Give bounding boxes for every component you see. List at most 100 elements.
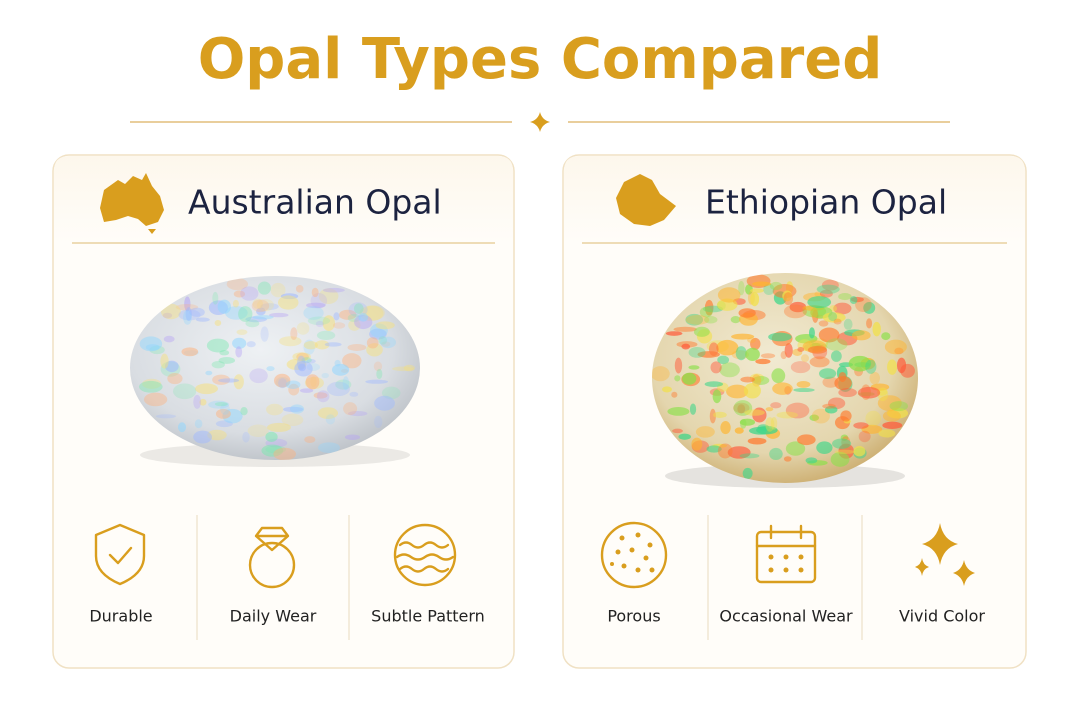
opal-fire xyxy=(206,338,230,353)
opal-fire xyxy=(266,403,284,416)
porous-icon xyxy=(600,521,668,589)
opal-fire xyxy=(834,449,856,455)
opal-fire xyxy=(884,339,907,355)
opal-fire xyxy=(822,312,846,323)
opal-fire xyxy=(765,407,774,412)
opal-fire xyxy=(682,372,697,385)
opal-fire xyxy=(321,372,329,379)
opal-fire xyxy=(242,431,250,443)
opal-fire xyxy=(252,298,263,310)
opal-fire xyxy=(691,437,703,451)
opal-fire xyxy=(717,355,730,365)
opal-fire xyxy=(840,410,852,422)
opal-fire xyxy=(819,368,837,379)
opal-fire xyxy=(745,347,760,361)
opal-fire xyxy=(667,407,690,416)
opal-fire xyxy=(833,302,852,315)
opal-fire xyxy=(704,299,714,316)
opal-fire xyxy=(162,312,173,319)
opal-fire xyxy=(822,376,839,388)
feature-label: Vivid Color xyxy=(899,607,985,626)
opal-fire xyxy=(866,318,873,329)
opal-fire xyxy=(260,303,279,310)
opal-fire xyxy=(731,333,755,340)
opal-fire xyxy=(709,408,716,424)
opal-fire xyxy=(288,383,300,396)
shield-icon xyxy=(94,523,146,586)
opal-fire xyxy=(303,305,324,320)
opal-fire xyxy=(824,405,838,414)
opal-fire xyxy=(841,436,851,449)
opal-fire xyxy=(208,300,228,316)
opal-fire xyxy=(889,401,908,412)
opal-fire xyxy=(819,289,833,298)
opal-fire xyxy=(374,415,383,429)
opal-fire xyxy=(349,391,359,397)
opal-fire xyxy=(342,353,362,369)
opal-fire xyxy=(652,366,670,382)
opal-fire xyxy=(780,351,787,360)
opal-fire xyxy=(267,422,291,432)
opal-fire xyxy=(249,368,268,384)
opal-fire xyxy=(295,285,304,293)
opal-fire xyxy=(220,403,230,415)
opal-fire xyxy=(747,337,756,343)
opal-fire xyxy=(343,402,358,416)
opal-fire xyxy=(738,308,756,318)
card-title: Ethiopian Opal xyxy=(705,183,947,222)
opal-fire xyxy=(403,364,415,372)
opal-fire xyxy=(155,414,177,419)
opal-fire xyxy=(163,335,175,343)
opal-fire xyxy=(246,341,256,348)
opal-fire xyxy=(693,326,710,337)
opal-fire xyxy=(208,400,230,409)
opal-fire xyxy=(260,326,269,342)
opal-fire xyxy=(752,375,770,385)
opal-fire xyxy=(834,376,852,391)
opal-fire xyxy=(181,347,199,357)
opal-fire xyxy=(717,287,741,303)
opal-fire xyxy=(142,378,162,389)
opal-fire xyxy=(215,420,233,428)
opal-fire xyxy=(877,387,889,402)
opal-fire xyxy=(750,337,761,350)
opal-fire xyxy=(278,378,287,389)
opal-fire xyxy=(857,386,881,399)
opal-fire xyxy=(793,388,815,393)
opal-fire xyxy=(863,302,876,314)
calendar-icon xyxy=(755,524,817,584)
opal-fire xyxy=(776,411,798,419)
opal-fire xyxy=(177,422,187,433)
opal-fire xyxy=(193,430,212,444)
opal-fire xyxy=(366,337,379,349)
opal-fire xyxy=(770,402,782,409)
opal-fire xyxy=(195,383,218,395)
opal-fire xyxy=(303,339,315,355)
opal-fire xyxy=(731,350,749,360)
australia-icon xyxy=(100,173,164,234)
opal-fire xyxy=(326,381,350,397)
opal-fire xyxy=(280,293,299,300)
opal-fire xyxy=(685,314,710,325)
opal-fire xyxy=(688,346,706,358)
opal-fire xyxy=(760,353,776,359)
opal-fire xyxy=(277,295,299,310)
opal-fire xyxy=(825,338,848,351)
feature-label: Subtle Pattern xyxy=(371,607,485,626)
opal-fire xyxy=(175,304,199,311)
opal-fire xyxy=(674,375,681,382)
opal-fire xyxy=(347,343,367,351)
opal-fire xyxy=(303,341,318,350)
opal-fire xyxy=(331,363,350,376)
opal-fire xyxy=(313,392,328,399)
opal-fire xyxy=(697,351,720,358)
opal-fire xyxy=(332,322,346,329)
opal-fire xyxy=(818,327,840,343)
opal-fire xyxy=(299,388,314,393)
opal-fire xyxy=(738,280,745,296)
opal-image xyxy=(652,273,918,483)
opal-fire xyxy=(712,389,722,404)
opal-fire xyxy=(160,303,181,320)
opal-fire xyxy=(739,453,760,459)
